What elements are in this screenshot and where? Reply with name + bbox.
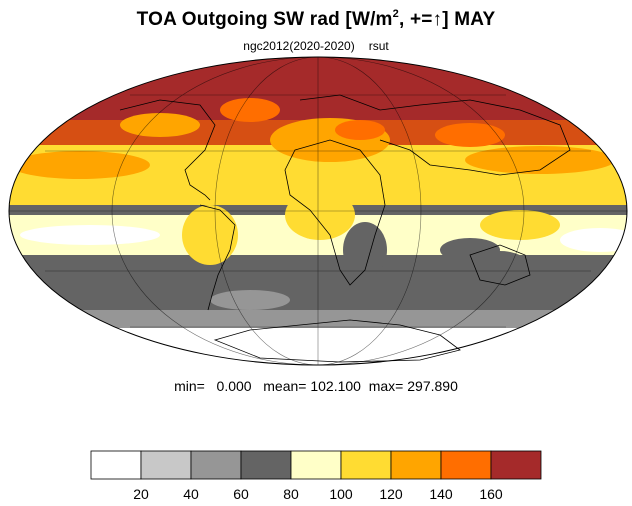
colorbar-boxes bbox=[90, 450, 542, 480]
patch-asia bbox=[435, 123, 505, 147]
patch-north-america bbox=[120, 113, 200, 137]
min-value: 0.000 bbox=[216, 378, 252, 394]
patch-southeast-pacific bbox=[20, 225, 160, 245]
colorbar-label: 140 bbox=[429, 486, 453, 502]
title-superscript: 2 bbox=[392, 8, 399, 20]
colorbar-box bbox=[390, 450, 442, 480]
globe-outline bbox=[8, 56, 628, 366]
plot-subtitle: ngc2012(2020-2020) rsut bbox=[0, 39, 632, 53]
max-label: max= bbox=[368, 378, 404, 394]
patch-pacific-north bbox=[10, 151, 150, 179]
patch-south-atlantic bbox=[210, 290, 290, 310]
title-text: TOA Outgoing SW rad [W/m bbox=[136, 9, 393, 30]
patch-west-pacific bbox=[465, 146, 615, 174]
colorbar-box bbox=[240, 450, 292, 480]
patch-sahara-core bbox=[335, 120, 385, 140]
colorbar-label: 100 bbox=[329, 486, 353, 502]
colorbar-label: 20 bbox=[133, 486, 149, 502]
patch-central-africa bbox=[285, 190, 355, 240]
colorbar-box bbox=[290, 450, 342, 480]
colorbar-box bbox=[490, 450, 542, 480]
colorbar-box bbox=[140, 450, 192, 480]
colorbar-label: 60 bbox=[233, 486, 249, 502]
title-suffix: , +=↑] MAY bbox=[398, 9, 496, 30]
colorbar-box bbox=[190, 450, 242, 480]
coast-africa bbox=[284, 139, 386, 286]
mean-value: 102.100 bbox=[310, 378, 361, 394]
colorbar-label: 40 bbox=[183, 486, 199, 502]
colorbar-box bbox=[90, 450, 142, 480]
mean-label: mean= bbox=[263, 378, 307, 394]
colorbar-label: 80 bbox=[283, 486, 299, 502]
field-statistics: min= 0.000 mean= 102.100 max= 297.890 bbox=[0, 378, 632, 394]
patch-maritime-continent bbox=[480, 210, 560, 240]
min-label: min= bbox=[174, 378, 205, 394]
run-label: ngc2012(2020-2020) bbox=[243, 39, 355, 53]
variable-label: rsut bbox=[368, 39, 389, 53]
coast-eurasia bbox=[299, 94, 571, 176]
colorbar-labels: 20 40 60 80 100 120 140 160 bbox=[133, 486, 503, 502]
coast-australia bbox=[469, 244, 531, 286]
colorbar-label: 160 bbox=[479, 486, 503, 502]
plot-title: TOA Outgoing SW rad [W/m2, +=↑] MAY bbox=[0, 8, 632, 31]
patch-greenland-edge bbox=[220, 98, 280, 122]
patch-south-america bbox=[182, 205, 238, 265]
max-value: 297.890 bbox=[407, 378, 458, 394]
patch-southern-africa bbox=[343, 222, 387, 278]
coast-south-america bbox=[199, 204, 236, 311]
colorbar-box bbox=[340, 450, 392, 480]
colorbar-box bbox=[440, 450, 492, 480]
colorbar-label: 120 bbox=[379, 486, 403, 502]
